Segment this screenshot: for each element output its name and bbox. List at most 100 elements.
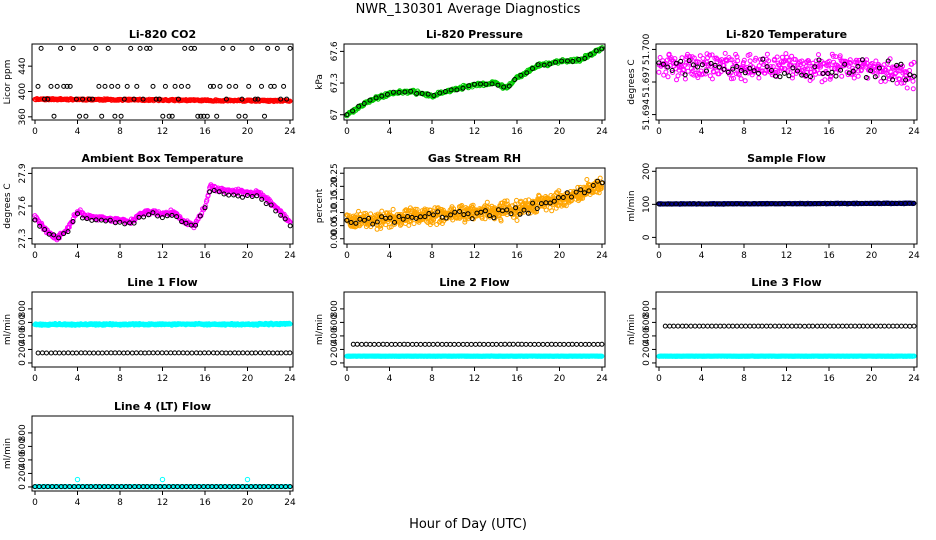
data-point (350, 341, 356, 347)
data-point (452, 209, 458, 215)
data-point (833, 54, 839, 60)
data-point (108, 350, 114, 356)
data-point (204, 113, 210, 119)
data-point (833, 73, 839, 79)
data-point (207, 83, 213, 89)
data-point (501, 84, 507, 90)
data-point (738, 76, 744, 82)
data-point (249, 194, 255, 199)
data-point (728, 76, 734, 82)
data-point (409, 341, 415, 347)
data-point (885, 201, 891, 206)
panel-title: Line 4 (LT) Flow (114, 400, 211, 413)
data-point (840, 323, 845, 329)
data-point (742, 78, 748, 84)
y-tick-label: 67 (330, 109, 340, 120)
data-point (370, 221, 376, 227)
data-point (459, 203, 465, 208)
data-point (42, 96, 47, 102)
plot-frame (31, 43, 294, 121)
data-point (489, 81, 495, 87)
data-point (512, 77, 518, 82)
data-point (357, 216, 363, 222)
data-point (682, 76, 688, 82)
panel-title: Ambient Box Temperature (82, 152, 244, 165)
data-point (465, 211, 471, 217)
x-tick-label: 4 (699, 374, 705, 384)
data-point (176, 350, 182, 356)
data-point (470, 202, 476, 208)
y-tick-label: 800 (330, 300, 340, 317)
data-point (855, 63, 861, 69)
panel-points (344, 175, 605, 232)
data-point (214, 113, 220, 119)
data-point (894, 323, 900, 329)
data-point (903, 323, 909, 329)
data-point (855, 73, 861, 79)
data-point (527, 210, 533, 216)
data-point (56, 235, 62, 241)
data-point (895, 68, 901, 74)
x-tick-label: 8 (117, 127, 123, 137)
data-point (142, 350, 148, 356)
data-point (182, 45, 188, 51)
data-point (683, 323, 689, 329)
data-point (128, 45, 134, 51)
data-point (894, 62, 900, 68)
data-point (747, 58, 753, 64)
data-point (674, 77, 679, 83)
x-tick-label: 24 (596, 374, 608, 384)
data-point (766, 58, 772, 64)
x-tick-label: 16 (511, 374, 523, 384)
data-point (359, 341, 365, 347)
data-point (523, 198, 529, 204)
data-point (722, 50, 728, 56)
x-tick-label: 4 (75, 251, 81, 261)
data-point (153, 96, 159, 102)
data-point (189, 350, 195, 356)
x-tick-label: 0 (32, 374, 38, 384)
data-point (159, 350, 165, 356)
data-point (672, 56, 678, 62)
data-point (206, 350, 212, 356)
data-point (83, 113, 89, 119)
data-point (663, 69, 669, 75)
data-point (259, 83, 264, 89)
data-point (868, 68, 874, 74)
y-axis-label: degrees C (627, 59, 637, 104)
panel-title: Line 3 Flow (751, 276, 821, 289)
data-point (777, 74, 783, 80)
data-point (195, 113, 201, 119)
data-point (344, 217, 350, 223)
data-point (168, 350, 174, 356)
panel-points (344, 341, 605, 359)
y-tick-label: 800 (642, 300, 652, 317)
y-tick-label: 800 (18, 300, 28, 317)
data-point (697, 53, 703, 59)
data-point (37, 223, 43, 229)
data-point (447, 341, 453, 347)
data-point (155, 213, 161, 219)
data-point (223, 350, 229, 356)
data-point (361, 217, 367, 223)
data-point (734, 64, 740, 69)
data-point (127, 220, 133, 226)
data-point (115, 83, 121, 89)
data-point (443, 341, 449, 347)
data-point (437, 90, 443, 96)
data-point (894, 80, 900, 86)
data-point (730, 66, 736, 72)
data-point (553, 341, 559, 347)
data-point (179, 219, 185, 225)
y-tick-label: 27.6 (18, 196, 28, 216)
data-point (573, 189, 579, 195)
data-point (876, 63, 882, 69)
series-1 (344, 45, 605, 119)
data-point (582, 55, 588, 61)
series-2 (656, 56, 917, 83)
data-point (405, 214, 411, 219)
data-point (270, 350, 276, 356)
data-point (430, 212, 436, 218)
panel-title: Li-820 Pressure (426, 28, 523, 41)
